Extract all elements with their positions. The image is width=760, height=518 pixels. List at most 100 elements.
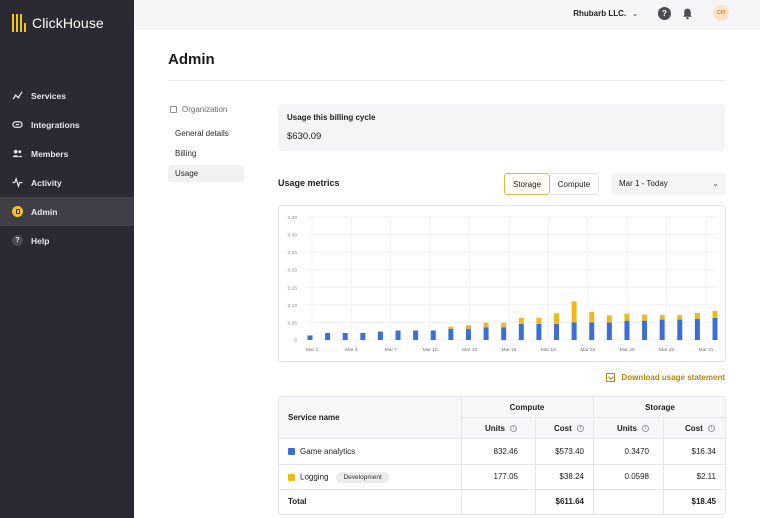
col-storage-cost: Cost i xyxy=(685,424,715,433)
sidebar-item-integrations[interactable]: Integrations xyxy=(0,110,134,139)
y-tick-label: 0.05 xyxy=(288,320,298,326)
bar-game-analytics xyxy=(571,322,577,340)
y-tick-label: 0.30 xyxy=(288,233,298,239)
subnav-item-billing[interactable]: Billing xyxy=(175,149,197,158)
x-tick-label: Mar 22 xyxy=(580,347,595,353)
x-tick-label: Mar 25 xyxy=(620,347,635,353)
info-icon[interactable]: i xyxy=(576,425,584,433)
sidebar-item-label: Help xyxy=(31,235,50,246)
series-color-swatch xyxy=(288,448,295,456)
y-tick-label: 0.15 xyxy=(288,285,298,291)
members-icon xyxy=(12,148,23,159)
usage-table: Service name Compute Storage Units i Cost… xyxy=(278,396,726,515)
bar-game-analytics xyxy=(465,328,471,340)
subnav-heading-label: Organization xyxy=(182,105,228,114)
bar-game-analytics xyxy=(606,322,612,340)
clickhouse-logo-icon xyxy=(12,14,26,32)
date-range-select[interactable]: Mar 1 - Today ⌄ xyxy=(611,173,726,195)
app-name: ClickHouse xyxy=(32,15,104,31)
bar-game-analytics xyxy=(589,322,595,340)
download-usage-statement-link[interactable]: Download usage statement xyxy=(606,373,725,382)
subnav-item-general-details[interactable]: General details xyxy=(175,129,229,138)
org-switcher[interactable]: Rhubarb LLC. ⌄ xyxy=(573,9,638,18)
bar-game-analytics xyxy=(642,320,648,340)
sidebar-item-admin[interactable]: Admin xyxy=(0,197,134,226)
total-label: Total xyxy=(288,497,307,506)
y-tick-label: 0 xyxy=(294,338,297,344)
bar-game-analytics xyxy=(430,330,436,340)
bar-logging xyxy=(642,314,648,321)
bar-game-analytics xyxy=(483,327,489,340)
info-icon[interactable]: i xyxy=(707,425,715,433)
y-tick-label: 0.30 xyxy=(288,215,298,221)
sidebar-item-services[interactable]: Services xyxy=(0,81,134,110)
x-tick-label: Mar 31 xyxy=(699,347,714,353)
col-compute-units: Units i xyxy=(485,424,517,433)
compute-units-value: 177.05 xyxy=(493,472,518,481)
bar-game-analytics xyxy=(554,323,560,340)
bell-icon[interactable] xyxy=(681,7,694,20)
table-row[interactable]: Logging Development xyxy=(288,472,389,483)
bar-logging xyxy=(465,325,471,329)
bar-logging xyxy=(606,315,612,323)
y-tick-label: 0.10 xyxy=(288,303,298,309)
x-tick-label: Mar 28 xyxy=(659,347,674,353)
bar-game-analytics xyxy=(536,323,542,340)
sidebar-item-label: Admin xyxy=(31,206,58,217)
subnav-heading: Organization xyxy=(170,105,227,114)
bar-game-analytics xyxy=(712,317,718,340)
x-tick-label: Mar 4 xyxy=(345,347,358,353)
sidebar-item-label: Members xyxy=(31,148,69,159)
help-circle-icon[interactable]: ? xyxy=(658,7,671,20)
y-tick-label: 0.20 xyxy=(288,268,298,274)
storage-toggle-button[interactable]: Storage xyxy=(504,173,550,195)
bar-game-analytics xyxy=(413,330,419,340)
bar-game-analytics xyxy=(395,330,401,340)
bar-logging xyxy=(712,310,718,318)
info-icon[interactable]: i xyxy=(642,425,649,433)
service-name: Logging xyxy=(300,472,329,482)
compute-toggle-button[interactable]: Compute xyxy=(550,173,599,195)
bar-logging xyxy=(554,313,560,324)
clickhouse-logo[interactable]: ClickHouse xyxy=(12,14,104,32)
sidebar-item-help[interactable]: ? Help xyxy=(0,226,134,255)
sidebar-nav: Services Integrations Members Activity A… xyxy=(0,81,134,255)
total-compute-cost: $611.64 xyxy=(555,497,584,506)
sidebar-item-label: Services xyxy=(31,90,66,101)
bar-game-analytics xyxy=(360,332,366,340)
bar-logging xyxy=(659,315,665,320)
header-divider xyxy=(168,80,726,81)
storage-cost-value: $2.11 xyxy=(696,472,716,481)
bar-game-analytics xyxy=(659,319,665,340)
info-icon[interactable]: i xyxy=(510,425,517,433)
bar-game-analytics xyxy=(518,323,524,340)
avatar[interactable]: CH xyxy=(713,5,729,21)
date-range-value: Mar 1 - Today xyxy=(619,179,668,188)
download-label: Download usage statement xyxy=(621,373,725,382)
bar-logging xyxy=(518,317,524,324)
col-storage-units: Units i xyxy=(617,424,649,433)
bar-game-analytics xyxy=(342,332,348,340)
x-tick-label: Mar 7 xyxy=(385,347,398,353)
col-service-name: Service name xyxy=(288,413,340,422)
chevron-down-icon: ⌄ xyxy=(632,10,638,18)
bar-logging xyxy=(624,313,630,321)
table-row[interactable]: Game analytics xyxy=(288,447,355,456)
compute-units-value: 832.46 xyxy=(493,447,518,456)
bar-game-analytics xyxy=(307,335,313,340)
storage-units-value: 0.0598 xyxy=(624,472,649,481)
bar-game-analytics xyxy=(448,328,454,340)
x-tick-label: Mar 13 xyxy=(462,347,477,353)
bar-game-analytics xyxy=(677,319,683,340)
usage-chart: 0.30 0.30 0.25 0.20 0.15 0.10 0.05 0 Mar 1 Mar 4 M… xyxy=(278,205,726,362)
subnav-item-usage[interactable]: Usage xyxy=(168,165,244,182)
compute-cost-value: $38.24 xyxy=(559,472,584,481)
sidebar-item-members[interactable]: Members xyxy=(0,139,134,168)
bar-logging xyxy=(536,317,542,324)
bar-game-analytics xyxy=(501,327,507,340)
sidebar-item-label: Integrations xyxy=(31,119,80,130)
bar-logging xyxy=(448,326,454,329)
storage-cost-value: $16.34 xyxy=(691,447,716,456)
page-title: Admin xyxy=(168,51,215,68)
sidebar-item-activity[interactable]: Activity xyxy=(0,168,134,197)
